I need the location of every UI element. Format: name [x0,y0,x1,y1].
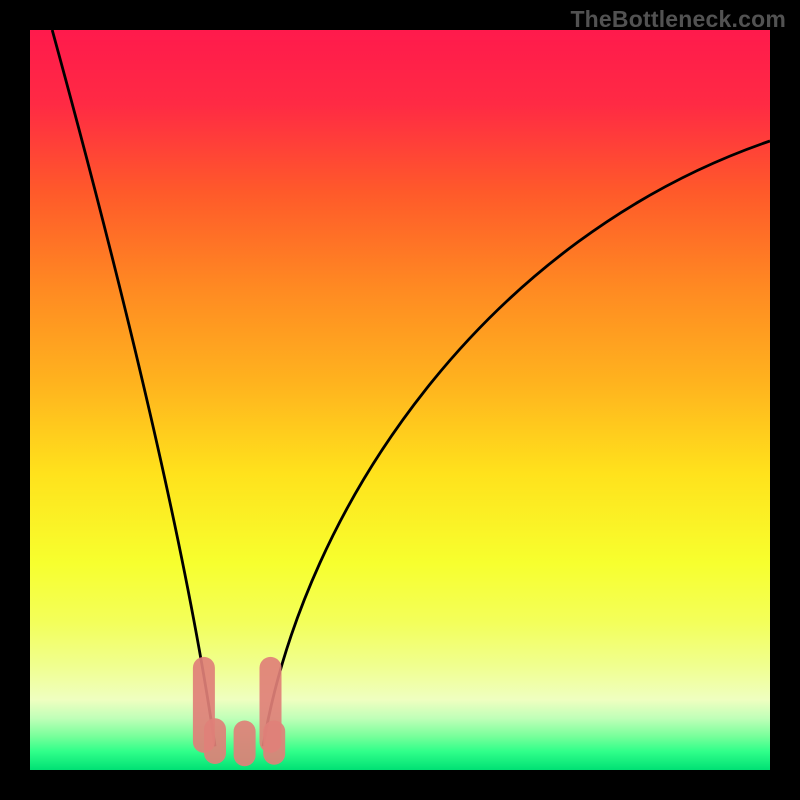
trough-marker [234,721,256,767]
plot-area [30,30,770,770]
trough-marker [263,721,285,765]
gradient-background [30,30,770,770]
trough-marker [204,718,226,764]
bottleneck-chart [30,30,770,770]
watermark-text: TheBottleneck.com [570,6,786,33]
